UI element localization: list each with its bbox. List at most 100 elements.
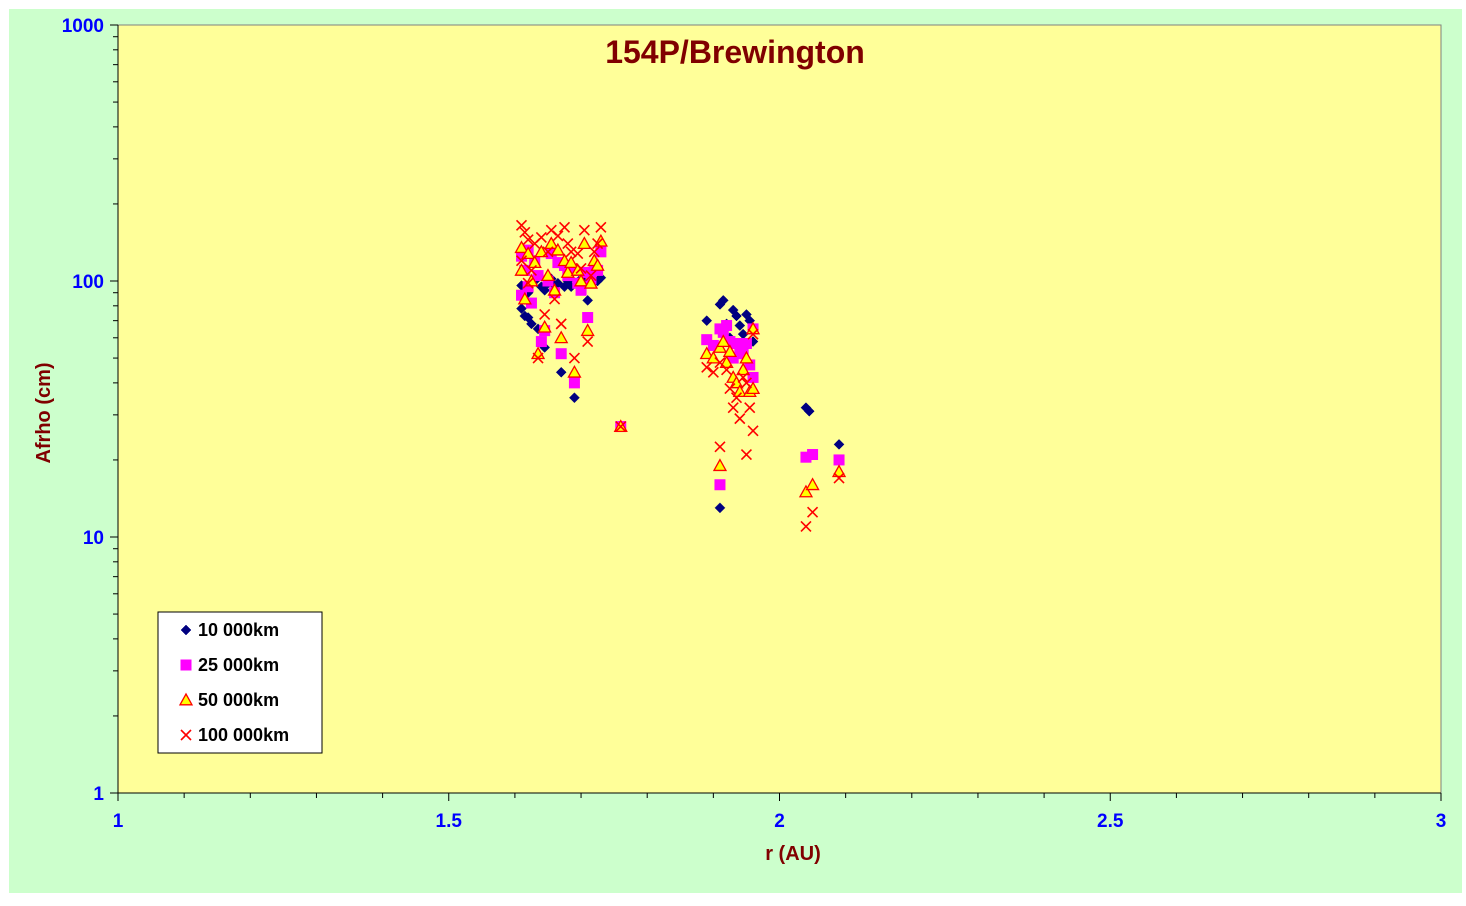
data-point — [522, 281, 534, 293]
data-point — [560, 265, 575, 278]
data-point — [712, 458, 728, 472]
legend-marker — [180, 729, 192, 741]
data-point — [744, 402, 756, 414]
data-point — [707, 339, 719, 351]
data-point — [724, 336, 736, 348]
x-axis-title: r (AU) — [765, 843, 821, 865]
data-point — [554, 330, 569, 344]
data-point — [833, 454, 845, 466]
data-point — [542, 246, 554, 258]
x-tick-label: 1.5 — [436, 811, 463, 832]
data-point — [519, 226, 531, 238]
data-point — [721, 320, 733, 332]
data-point — [717, 326, 729, 338]
data-point — [568, 352, 581, 364]
data-point — [737, 371, 749, 384]
data-point — [555, 366, 567, 378]
data-point — [699, 346, 714, 360]
data-point — [522, 234, 534, 246]
data-point — [734, 413, 746, 425]
data-point — [736, 362, 751, 376]
legend-marker — [180, 659, 192, 671]
data-point — [734, 341, 746, 353]
data-point — [588, 246, 600, 258]
data-point — [731, 310, 742, 322]
data-point — [558, 221, 571, 233]
legend-box — [157, 611, 323, 754]
series-4 — [515, 219, 845, 532]
data-point — [595, 246, 607, 258]
data-point — [739, 350, 754, 364]
data-point — [567, 364, 582, 378]
data-point — [582, 295, 594, 306]
data-point — [732, 384, 747, 397]
data-point — [747, 425, 759, 437]
data-point — [532, 352, 544, 364]
legend-marker — [178, 692, 194, 706]
data-point — [540, 268, 556, 282]
data-point — [572, 247, 584, 260]
data-point — [727, 352, 739, 364]
data-point — [532, 270, 544, 282]
data-point — [526, 318, 537, 330]
data-point — [522, 277, 534, 289]
data-point — [701, 315, 713, 327]
data-point — [515, 219, 528, 231]
data-point — [706, 350, 721, 364]
data-point — [575, 284, 587, 296]
data-point — [734, 320, 746, 331]
data-point — [833, 439, 845, 450]
data-point — [534, 244, 549, 258]
data-point — [539, 308, 551, 321]
data-point — [833, 472, 845, 484]
data-point — [516, 250, 528, 262]
data-point — [569, 392, 580, 404]
series-3 — [514, 233, 847, 498]
data-point — [555, 318, 567, 330]
axes: 1 10 100 1000 1 1.5 2 2.5 3 — [62, 16, 1447, 832]
data-point — [577, 236, 592, 250]
data-point — [745, 381, 761, 395]
data-point — [740, 337, 752, 349]
data-point — [800, 520, 812, 532]
data-point — [590, 258, 605, 271]
data-point — [803, 405, 815, 417]
data-point — [707, 366, 719, 378]
legend: 10 000km 25 000km 50 000km 100 000km — [157, 611, 323, 754]
data-point — [798, 484, 814, 498]
data-point — [565, 246, 577, 258]
legend-label: 50 000km — [198, 690, 279, 710]
data-point — [807, 449, 819, 461]
y-tick-label: 100 — [72, 272, 104, 293]
data-point — [535, 231, 547, 243]
legend-label: 25 000km — [198, 655, 279, 675]
x-tick-label: 3 — [1436, 811, 1447, 832]
data-point — [701, 334, 713, 346]
data-point — [516, 303, 527, 314]
data-point — [595, 221, 607, 233]
data-point — [701, 361, 713, 373]
x-tick-label: 2.5 — [1097, 811, 1124, 832]
data-point — [525, 264, 538, 276]
data-point — [730, 392, 743, 404]
data-point — [714, 502, 726, 514]
data-point — [514, 240, 529, 254]
data-point — [807, 506, 819, 518]
legend-marker — [180, 624, 192, 636]
data-point — [514, 263, 529, 276]
data-point — [800, 451, 812, 463]
data-point — [740, 377, 752, 389]
data-point — [562, 238, 574, 250]
data-point — [721, 364, 733, 376]
plot-area — [117, 24, 1442, 794]
data-point — [565, 264, 577, 276]
data-point — [831, 464, 847, 478]
data-point — [555, 348, 567, 360]
y-tick-label: 10 — [83, 528, 104, 549]
data-point — [549, 293, 561, 305]
data-point — [578, 224, 590, 236]
data-point — [717, 295, 729, 306]
data-point — [515, 255, 528, 267]
data-point — [714, 479, 726, 491]
data-point — [805, 477, 820, 491]
